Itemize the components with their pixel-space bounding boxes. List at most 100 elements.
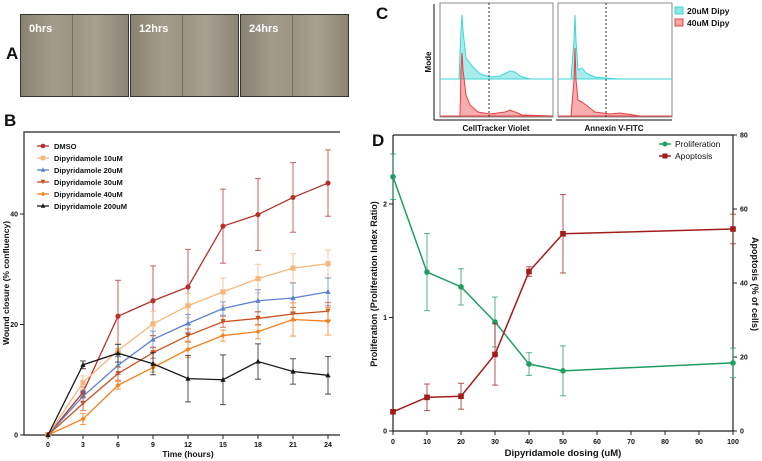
x-tick-label: 70 <box>627 439 635 446</box>
marker-circle <box>40 143 46 149</box>
x-tick-label: 15 <box>219 442 227 449</box>
marker-down-triangle <box>220 319 226 325</box>
x-tick-label: 30 <box>491 439 499 446</box>
x-tick-label: 18 <box>254 442 262 449</box>
marker-square <box>560 230 566 237</box>
marker-triangle <box>255 358 261 364</box>
marker-square <box>185 303 191 309</box>
flow-x-label-annexin: Annexin V-FITC <box>584 124 643 133</box>
panel-label-a: A <box>6 44 19 63</box>
y-tick-label: 20 <box>10 322 18 329</box>
y-tick-label: 40 <box>10 212 18 219</box>
x-tick-label: 0 <box>391 439 395 446</box>
x-axis-label: Time (hours) <box>162 449 213 459</box>
marker-triangle <box>40 203 46 208</box>
marker-circle <box>560 368 566 374</box>
marker-circle <box>325 180 331 186</box>
marker-triangle <box>325 288 331 295</box>
x-tick-label: 20 <box>457 439 465 446</box>
marker-square <box>40 155 46 161</box>
micrograph-0hrs: 0hrs <box>20 14 129 97</box>
histogram-box-annexin <box>557 2 673 118</box>
x-tick-label: 6 <box>116 442 120 449</box>
marker-triangle <box>150 336 156 342</box>
histogram-40um-celltracker <box>440 52 554 117</box>
micrograph-label: 0hrs <box>29 23 53 35</box>
marker-diamond <box>220 332 226 339</box>
panel-label-c: C <box>376 4 389 23</box>
x-tick-label: 40 <box>525 439 533 446</box>
y-axis-label: Wound closure (% confluency) <box>1 221 11 345</box>
marker-square <box>390 408 396 415</box>
marker-square <box>290 265 296 271</box>
y2-tick-label: 20 <box>740 355 748 362</box>
marker-diamond <box>185 346 191 352</box>
marker-diamond <box>290 316 296 323</box>
marker-circle <box>290 194 296 201</box>
y-tick-label: 1 <box>383 315 387 322</box>
y-tick-label: 0 <box>383 429 387 436</box>
legend-swatch-40um <box>674 18 684 27</box>
legend-label: Dipyridamole 30uM <box>54 178 123 187</box>
marker-square <box>526 268 532 275</box>
marker-square <box>730 226 736 232</box>
wound-closure-chart: 0 3 6 9 12 15 18 21 24 0 20 40 Time (hours) Wound clo… <box>1 131 340 459</box>
marker-circle <box>150 298 156 304</box>
marker-square <box>325 261 331 267</box>
x-tick-label: 50 <box>559 439 567 446</box>
x-tick-label: 24 <box>324 442 332 449</box>
histogram-20um-annexin <box>558 14 672 80</box>
marker-diamond <box>40 191 46 197</box>
marker-triangle <box>325 372 331 378</box>
marker-triangle <box>220 305 226 311</box>
marker-triangle <box>185 320 191 326</box>
micrograph-label: 24hrs <box>249 23 279 35</box>
y2-axis-label: Apoptosis (% of cells) <box>750 237 760 331</box>
marker-circle <box>424 269 430 275</box>
y2-tick-label: 80 <box>740 133 748 140</box>
marker-diamond <box>80 416 86 422</box>
x-tick-label: 3 <box>81 442 85 449</box>
flow-histograms: Mode CellTracker Violet Annexin V-FITC 2… <box>424 2 730 133</box>
x-tick-label: 100 <box>727 439 739 446</box>
marker-circle <box>730 360 736 366</box>
marker-triangle <box>45 431 51 438</box>
legend-label: Dipyridamole 20uM <box>54 166 123 175</box>
marker-square <box>150 321 156 327</box>
flow-x-label-celltracker: CellTracker Violet <box>463 124 530 133</box>
plot-frame <box>23 131 340 436</box>
marker-triangle <box>185 375 191 381</box>
legend-label: Dipyridamole 40uM <box>54 190 123 199</box>
marker-square <box>458 393 464 400</box>
marker-circle <box>526 361 532 367</box>
micrograph-24hrs: 24hrs <box>240 14 349 97</box>
histogram-20um-celltracker <box>440 14 553 80</box>
marker-triangle <box>80 361 86 367</box>
marker-triangle <box>115 350 121 356</box>
y-tick-label: 2 <box>383 202 387 209</box>
marker-down-triangle <box>185 332 191 339</box>
marker-square <box>80 379 86 386</box>
legend-label-40um: 40uM Dipy <box>687 18 730 28</box>
y2-tick-label: 40 <box>740 281 748 288</box>
marker-triangle <box>290 294 296 301</box>
x-tick-label: 0 <box>46 442 50 449</box>
panel-label-b: B <box>4 111 17 130</box>
marker-circle <box>458 284 464 290</box>
marker-square <box>424 394 430 401</box>
marker-down-triangle <box>115 371 121 377</box>
marker-diamond <box>115 382 121 388</box>
x-tick-label: 9 <box>151 442 155 449</box>
x-axis-label: Dipyridamole dosing (uM) <box>505 448 622 459</box>
marker-circle <box>255 211 261 218</box>
micrograph-label: 12hrs <box>139 23 169 35</box>
y2-tick-label: 0 <box>740 429 744 436</box>
marker-square <box>255 276 261 282</box>
histogram-box-celltracker <box>439 2 554 118</box>
series-dipyridamole-200um <box>45 343 331 438</box>
series-apoptosis <box>390 194 736 415</box>
marker-circle <box>185 284 191 290</box>
marker-square <box>220 289 226 295</box>
marker-triangle <box>220 376 226 382</box>
histogram-40um-annexin <box>558 47 672 117</box>
